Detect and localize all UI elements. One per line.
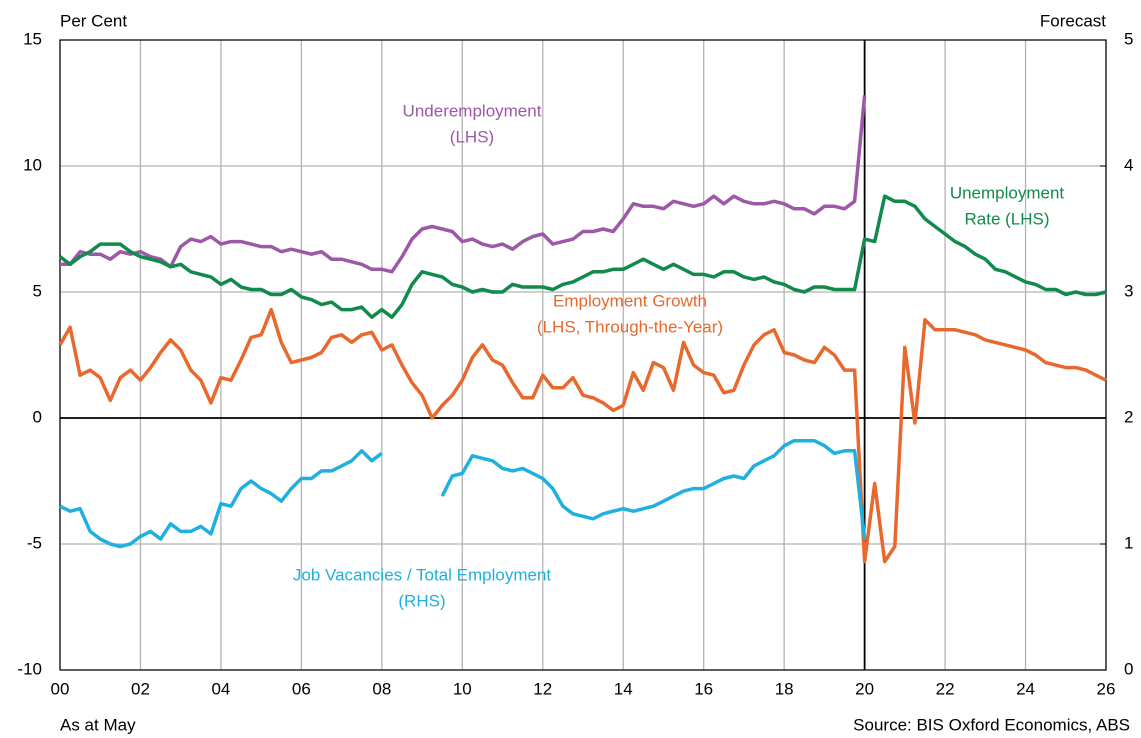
x-tick-label: 10: [453, 679, 472, 698]
x-tick-label: 16: [694, 679, 713, 698]
y2-tick-label: 3: [1124, 281, 1133, 300]
y2-tick-label: 4: [1124, 155, 1133, 174]
x-tick-label: 08: [372, 679, 391, 698]
series-label: Rate (LHS): [964, 209, 1049, 228]
x-tick-label: 12: [533, 679, 552, 698]
x-tick-label: 22: [936, 679, 955, 698]
x-tick-label: 02: [131, 679, 150, 698]
series-label: Unemployment: [950, 183, 1065, 202]
x-tick-label: 00: [51, 679, 70, 698]
y-tick-label: 5: [33, 281, 42, 300]
series-label: Underemployment: [403, 101, 542, 120]
series-line: [58, 194, 1107, 319]
x-tick-label: 18: [775, 679, 794, 698]
x-tick-label: 26: [1097, 679, 1116, 698]
x-tick-label: 24: [1016, 679, 1035, 698]
forecast-label: Forecast: [1040, 11, 1106, 30]
y-tick-label: -10: [17, 659, 42, 678]
x-tick-label: 14: [614, 679, 633, 698]
y2-tick-label: 1: [1124, 533, 1133, 552]
plot-frame: [59, 39, 1107, 671]
note: As at May: [60, 715, 136, 734]
source: Source: BIS Oxford Economics, ABS: [853, 715, 1130, 734]
series-label: (RHS): [398, 591, 445, 610]
series-line: [58, 307, 1107, 564]
x-tick-label: 04: [211, 679, 230, 698]
y2-tick-label: 5: [1124, 29, 1133, 48]
series-line: [59, 438, 867, 549]
y-tick-label: -5: [27, 533, 42, 552]
series-line: [60, 95, 867, 274]
y2-tick-label: 2: [1124, 407, 1133, 426]
x-tick-label: 20: [855, 679, 874, 698]
y-axis-label: Per Cent: [60, 11, 127, 30]
series-label: Employment Growth: [553, 291, 707, 310]
y2-tick-label: 0: [1124, 659, 1133, 678]
y-tick-label: 10: [23, 155, 42, 174]
y-tick-label: 0: [33, 407, 42, 426]
y-tick-label: 15: [23, 29, 42, 48]
series-label: (LHS): [450, 127, 494, 146]
series-label: (LHS, Through-the-Year): [537, 317, 723, 336]
x-tick-label: 06: [292, 679, 311, 698]
series-label: Job Vacancies / Total Employment: [293, 565, 552, 584]
